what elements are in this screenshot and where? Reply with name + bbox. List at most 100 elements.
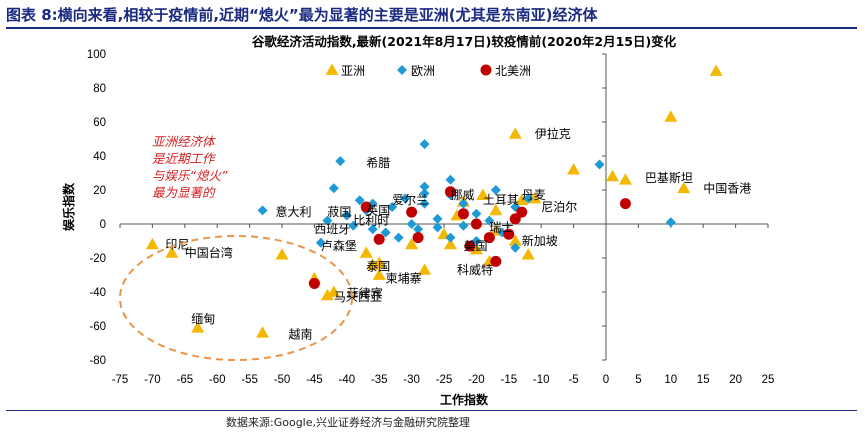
point-circle [412, 232, 424, 244]
point-circle [373, 233, 385, 245]
annotation-line: 是近期工作 [152, 151, 217, 166]
x-tick-label: -25 [436, 374, 453, 386]
point-circle [308, 278, 320, 289]
point-label: 印尼 [165, 237, 189, 251]
legend-marker-triangle [325, 63, 339, 75]
point-triangle [508, 234, 522, 246]
point-triangle [605, 169, 619, 182]
point-label: 爱尔兰 [392, 192, 428, 207]
point-label: 英国 [366, 203, 390, 217]
point-label: 西班牙 [314, 222, 350, 236]
x-tick-label: -70 [144, 374, 161, 386]
point-label: 巴基斯坦 [645, 171, 693, 185]
point-diamond [354, 195, 365, 206]
x-tick-label: 15 [697, 374, 710, 386]
x-tick-label: -10 [533, 374, 550, 386]
x-tick-label: -50 [274, 374, 291, 386]
point-triangle [191, 321, 205, 333]
point-triangle [320, 288, 334, 301]
point-triangle [476, 188, 490, 200]
point-circle [457, 208, 469, 220]
point-label: 泰国 [366, 260, 390, 274]
point-label: 意大利 [276, 204, 312, 219]
point-triangle [618, 173, 632, 185]
header-title: 图表 8:横向来看,相较于疫情前,近期“熄火”最为显著的主要是亚洲(尤其是东南亚… [6, 6, 598, 24]
point-circle [360, 201, 372, 213]
point-diamond [341, 210, 352, 221]
y-tick-label: 100 [87, 49, 106, 61]
point-diamond [471, 208, 482, 219]
point-label: 菽国 [327, 205, 351, 219]
point-circle [516, 206, 528, 218]
point-triangle [528, 192, 542, 204]
legend-label: 亚洲 [341, 64, 365, 78]
point-circle [483, 232, 495, 244]
x-tick-label: -15 [500, 374, 517, 386]
point-triangle [405, 237, 419, 250]
point-circle [464, 240, 476, 252]
legend-label: 北美洲 [495, 64, 531, 78]
point-label: 尼泊尔 [541, 199, 577, 214]
point-diamond [257, 205, 268, 216]
point-circle [406, 206, 418, 218]
source-note: 数据来源:Google,兴业证券经济与金融研究院整理 [226, 416, 470, 429]
point-diamond [432, 222, 443, 233]
point-triangle [359, 246, 373, 258]
point-triangle [165, 246, 179, 258]
point-diamond [458, 198, 469, 209]
x-tick-label: -55 [241, 374, 258, 386]
header-rule [6, 27, 857, 29]
x-tick-label: 5 [635, 374, 641, 386]
point-label: 瑞士 [489, 220, 513, 234]
point-diamond [380, 227, 391, 238]
point-triangle [366, 258, 380, 270]
footer-rule [6, 410, 857, 411]
point-diamond [594, 159, 605, 170]
point-label: 新加坡 [522, 233, 558, 248]
point-diamond [400, 193, 411, 204]
point-label: 希腊 [366, 155, 390, 170]
y-tick-label: -40 [89, 287, 106, 299]
x-tick-label: -75 [112, 374, 129, 386]
x-tick-label: 25 [762, 374, 775, 386]
x-tick-label: -5 [568, 374, 578, 386]
point-diamond [445, 174, 456, 185]
point-triangle [327, 285, 341, 297]
annotation-line: 与娱乐“熄火” [152, 168, 228, 183]
point-label: 挪威 [450, 188, 474, 202]
point-triangle [567, 163, 581, 175]
x-tick-label: -45 [306, 374, 323, 386]
point-label: 菲律宾 [347, 286, 383, 301]
point-label: 土耳其 [483, 193, 519, 207]
point-label: 美国 [463, 239, 487, 253]
point-circle [470, 218, 482, 230]
point-triangle [256, 326, 270, 338]
x-axis-label: 工作指数 [440, 392, 489, 407]
x-tick-label: -30 [403, 374, 420, 386]
point-label: 中国香港 [703, 180, 751, 195]
point-triangle [515, 193, 529, 206]
point-diamond [665, 217, 676, 228]
point-triangle [677, 181, 691, 194]
point-label: 丹麦 [522, 188, 546, 202]
x-tick-label: 0 [603, 374, 609, 386]
point-label: 越南 [288, 327, 312, 342]
point-diamond [419, 181, 430, 192]
point-triangle [443, 237, 457, 250]
point-diamond [510, 242, 521, 253]
point-diamond [419, 188, 430, 199]
x-tick-label: -40 [338, 374, 355, 386]
legend-marker-circle [480, 64, 492, 76]
point-triangle [275, 248, 289, 260]
annotation-line: 最为显著的 [152, 185, 216, 200]
point-label: 卢森堡 [321, 238, 357, 253]
point-label: 科威特 [457, 262, 493, 277]
point-label: 柬埔寨 [386, 270, 422, 285]
point-triangle [521, 248, 535, 260]
point-diamond [458, 220, 469, 231]
y-tick-label: 40 [93, 151, 106, 163]
point-diamond [490, 185, 501, 195]
point-label: 比利时 [353, 214, 389, 228]
